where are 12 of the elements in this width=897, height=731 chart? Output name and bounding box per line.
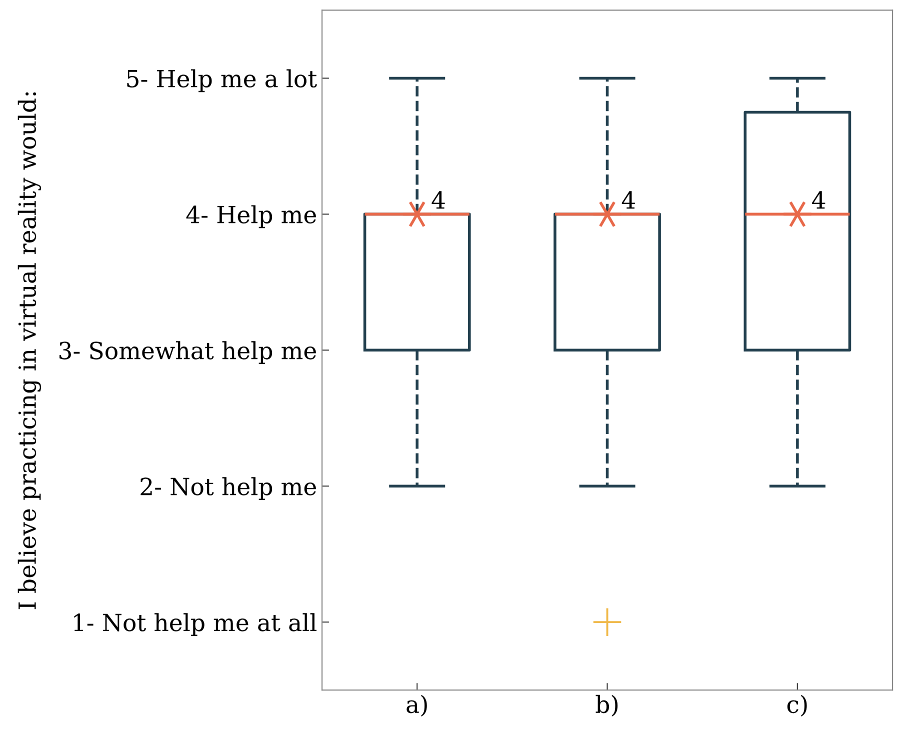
x-tick-label: b) <box>596 694 618 717</box>
y-tick-label: 1- Not help me at all <box>74 613 316 636</box>
x-tick-label: c) <box>787 694 807 717</box>
y-tick-label: 4- Help me <box>186 205 316 228</box>
annotation: 4 <box>622 191 635 209</box>
y-tick-label: 2- Not help me <box>140 477 316 500</box>
y-tick-label: 3- Somewhat help me <box>60 341 316 364</box>
y-axis-title: I believe practicing in virtual reality would: <box>18 92 42 610</box>
y-tick-label: 5- Help me a lot <box>127 69 317 92</box>
annotation: 4 <box>812 191 826 209</box>
x-tick-label: a) <box>406 694 427 717</box>
annotation: 4 <box>432 191 445 209</box>
